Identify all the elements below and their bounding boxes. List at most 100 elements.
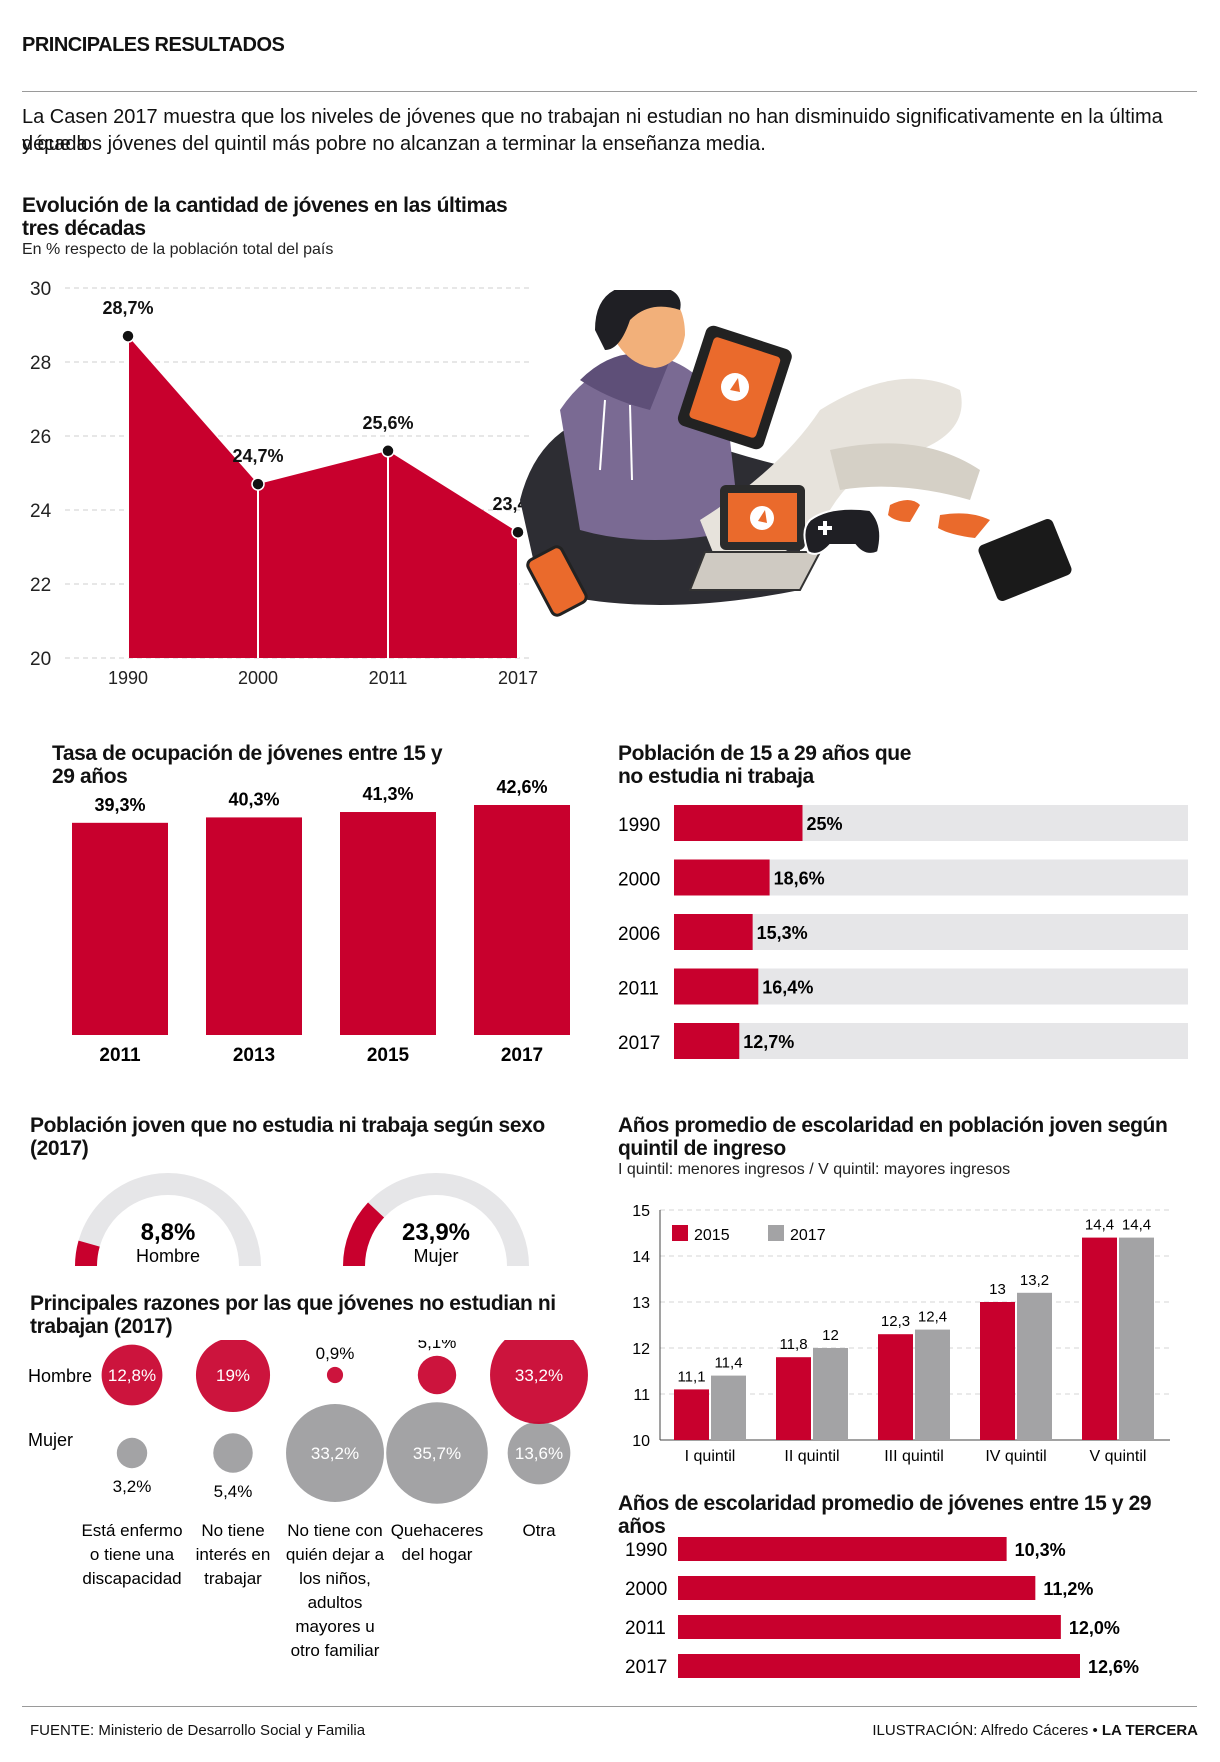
bar bbox=[474, 805, 570, 1035]
bar-category-label: 1990 bbox=[618, 815, 660, 836]
bubble-label-hombre: 12,8% bbox=[108, 1366, 156, 1385]
bar-track bbox=[674, 1023, 1188, 1059]
reason-label-line: o tiene una bbox=[90, 1545, 175, 1564]
reason-label-line: discapacidad bbox=[82, 1569, 181, 1588]
notebook-icon bbox=[978, 519, 1072, 601]
ninis-chart: 1990 25% 2000 18,6% 2006 15,3% 2011 16,4% 2017 12… bbox=[618, 805, 1188, 1059]
bar-2015 bbox=[980, 1302, 1015, 1440]
bar-value-label: 11,4 bbox=[714, 1355, 742, 1372]
reason-label-line: mayores u bbox=[295, 1617, 374, 1636]
gauge-fill bbox=[75, 1240, 100, 1267]
bar-track bbox=[674, 968, 1188, 1005]
data-point bbox=[381, 444, 395, 458]
x-tick-label: 2017 bbox=[498, 668, 538, 688]
header-divider bbox=[22, 91, 1197, 92]
y-tick-label: 10 bbox=[632, 1433, 650, 1450]
bar-2015 bbox=[1082, 1237, 1117, 1440]
evolucion-subtitle: En % respecto de la población total del … bbox=[22, 241, 334, 258]
y-tick-label: 28 bbox=[30, 353, 51, 374]
sexo-title: Población joven que no estudia ni trabaj… bbox=[30, 1114, 545, 1160]
bar bbox=[674, 968, 759, 1005]
bar-value-label: 16,4% bbox=[762, 978, 813, 998]
bar-value-label: 12,6% bbox=[1088, 1657, 1139, 1677]
row-label-hombre: Hombre bbox=[28, 1366, 92, 1386]
row-label-mujer: Mujer bbox=[28, 1430, 73, 1450]
bar-value-label: 12,7% bbox=[743, 1032, 794, 1052]
escolaridad-chart: 1990 10,3% 2000 11,2% 2011 12,0% 2017 12,6% bbox=[625, 1537, 1139, 1678]
bar-category-label: 2000 bbox=[618, 870, 660, 891]
razones-chart: Hombre Mujer 12,8% 3,2% Está enfermo o tiene … bbox=[28, 1340, 588, 1660]
reason-label-line: trabajar bbox=[204, 1569, 262, 1588]
gauge-fill bbox=[343, 1202, 385, 1267]
y-tick-label: 20 bbox=[30, 649, 51, 670]
bar bbox=[678, 1654, 1080, 1678]
x-tick-label: V quintil bbox=[1090, 1448, 1147, 1465]
area-series bbox=[128, 336, 518, 658]
sexo-chart: 8,8%Hombre 23,9%Mujer bbox=[75, 1173, 529, 1267]
data-point bbox=[251, 477, 265, 491]
gauge-name-label: Mujer bbox=[413, 1246, 458, 1266]
gauge-name-label: Hombre bbox=[136, 1246, 200, 1266]
bar bbox=[206, 817, 302, 1035]
bubble-hombre bbox=[195, 1340, 271, 1413]
bar bbox=[678, 1615, 1061, 1639]
x-tick-label: IV quintil bbox=[985, 1448, 1046, 1465]
reason-label-line: No tiene con bbox=[287, 1521, 382, 1540]
gauge-value-label: 23,9% bbox=[402, 1219, 470, 1246]
x-tick-label: 1990 bbox=[108, 668, 148, 688]
reason-label-line: los niños, bbox=[299, 1569, 371, 1588]
y-tick-label: 15 bbox=[632, 1203, 650, 1220]
tablet-icon bbox=[677, 325, 792, 450]
data-label: 25,6% bbox=[362, 413, 413, 433]
bar-value-label: 12 bbox=[822, 1327, 839, 1344]
bubble-label-hombre: 33,2% bbox=[515, 1366, 563, 1385]
bar bbox=[72, 822, 168, 1035]
bar-value-label: 11,8 bbox=[779, 1336, 807, 1353]
gauge-track bbox=[75, 1173, 261, 1267]
data-label: 24,7% bbox=[232, 446, 283, 466]
bar-2017 bbox=[1017, 1292, 1052, 1440]
y-tick-label: 13 bbox=[632, 1295, 650, 1312]
bar-value-label: 42,6% bbox=[496, 777, 547, 797]
legend-swatch bbox=[672, 1225, 688, 1241]
escolaridad-title: Años de escolaridad promedio de jóvenes … bbox=[618, 1492, 1152, 1538]
illustration-young-man bbox=[520, 290, 1072, 617]
bar-2017 bbox=[813, 1348, 848, 1440]
bar-category-label: 2013 bbox=[233, 1045, 275, 1066]
bar bbox=[674, 859, 770, 896]
y-tick-label: 22 bbox=[30, 575, 51, 596]
quintil-subtitle: I quintil: menores ingresos / V quintil:… bbox=[618, 1161, 1011, 1178]
laptop-icon bbox=[688, 485, 822, 591]
x-tick-label: III quintil bbox=[884, 1448, 944, 1465]
bar-value-label: 15,3% bbox=[757, 923, 808, 943]
y-tick-label: 12 bbox=[632, 1341, 650, 1358]
bar-track bbox=[674, 914, 1188, 950]
data-point bbox=[121, 329, 135, 343]
intro-line-2: y que los jóvenes del quintil más pobre … bbox=[22, 133, 766, 155]
reason-label-line: Quehaceres bbox=[391, 1521, 484, 1540]
bubble-hombre bbox=[417, 1355, 457, 1395]
y-tick-label: 26 bbox=[30, 427, 51, 448]
bar-value-label: 12,4 bbox=[918, 1309, 947, 1326]
footer-divider bbox=[22, 1706, 1197, 1707]
bar-2017 bbox=[1119, 1237, 1154, 1440]
bubble-mujer bbox=[386, 1402, 488, 1504]
bar-value-label: 41,3% bbox=[362, 784, 413, 804]
bar bbox=[678, 1576, 1036, 1600]
bar-2017 bbox=[915, 1329, 950, 1440]
bubble-label-mujer: 13,6% bbox=[515, 1444, 563, 1463]
reason-label-line: Está enfermo bbox=[81, 1521, 182, 1540]
reason-label-line: otro familiar bbox=[291, 1641, 380, 1660]
bubble-mujer bbox=[116, 1437, 148, 1469]
bar-2015 bbox=[674, 1389, 709, 1440]
reason-label-line: del hogar bbox=[402, 1545, 473, 1564]
bar-value-label: 14,4 bbox=[1122, 1217, 1151, 1234]
evolucion-title: Evolución de la cantidad de jóvenes en l… bbox=[22, 194, 508, 240]
bar-category-label: 2011 bbox=[625, 1618, 666, 1639]
x-tick-label: 2011 bbox=[369, 668, 408, 688]
bar-value-label: 13,2 bbox=[1020, 1272, 1049, 1289]
quintil-title: Años promedio de escolaridad en població… bbox=[618, 1114, 1168, 1160]
legend-label: 2015 bbox=[694, 1227, 730, 1244]
data-point bbox=[511, 525, 525, 539]
bar-category-label: 2015 bbox=[367, 1045, 410, 1066]
